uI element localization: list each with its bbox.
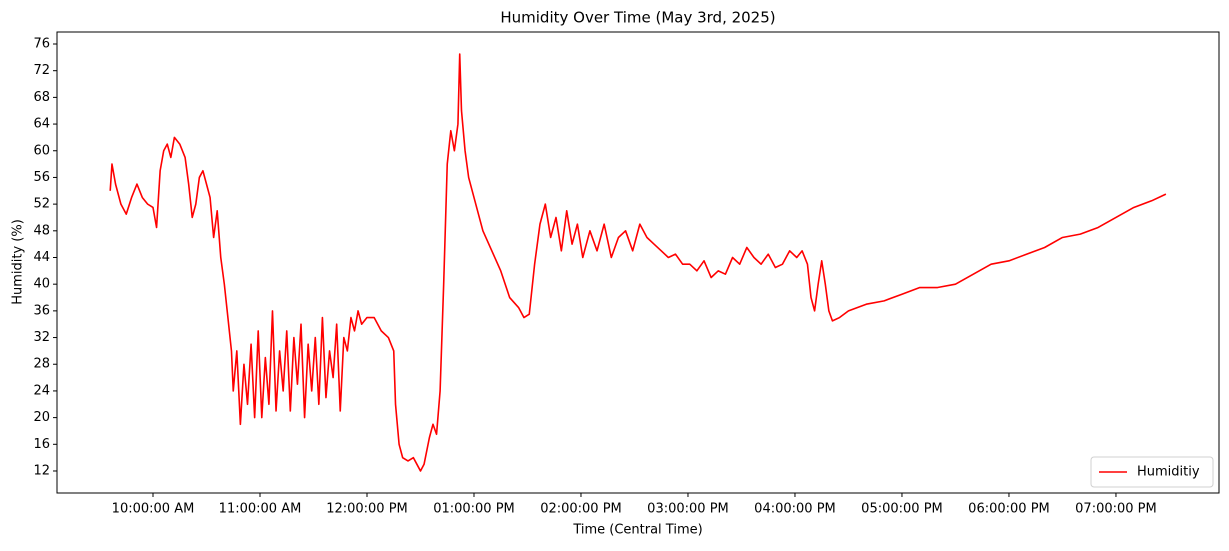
y-tick-label: 16 (33, 437, 50, 452)
x-tick-label: 06:00:00 PM (968, 502, 1050, 517)
y-tick-label: 24 (33, 383, 50, 398)
x-tick-label: 04:00:00 PM (754, 502, 836, 517)
y-tick-label: 20 (33, 410, 50, 425)
x-tick-label: 07:00:00 PM (1075, 502, 1157, 517)
y-tick-label: 12 (33, 463, 50, 478)
y-tick-label: 60 (33, 143, 50, 158)
x-tick-label: 10:00:00 AM (112, 502, 195, 517)
x-tick-label: 01:00:00 PM (433, 502, 515, 517)
y-tick-label: 72 (33, 63, 50, 78)
y-tick-label: 36 (33, 303, 50, 318)
y-tick-label: 32 (33, 330, 50, 345)
y-tick-label: 68 (33, 90, 50, 105)
chart-title: Humidity Over Time (May 3rd, 2025) (500, 9, 775, 27)
y-tick-label: 76 (33, 37, 50, 52)
y-tick-label: 56 (33, 170, 50, 185)
x-tick-label: 12:00:00 PM (326, 502, 408, 517)
y-tick-label: 40 (33, 277, 50, 292)
y-tick-label: 52 (33, 197, 50, 212)
x-tick-label: 03:00:00 PM (647, 502, 729, 517)
x-tick-label: 02:00:00 PM (540, 502, 622, 517)
y-axis-label: Humidity (%) (11, 219, 26, 305)
data-line (109, 53, 1167, 472)
legend-box (1090, 456, 1214, 488)
y-tick-label: 28 (33, 357, 50, 372)
plot-frame (56, 31, 1220, 494)
x-tick-label: 11:00:00 AM (219, 502, 302, 517)
y-tick-label: 64 (33, 117, 50, 132)
y-tick-label: 44 (33, 250, 50, 265)
x-tick-label: 05:00:00 PM (861, 502, 943, 517)
legend-label: Humiditiy (1137, 465, 1200, 480)
y-tick-label: 48 (33, 223, 50, 238)
x-axis-label: Time (Central Time) (572, 523, 702, 538)
